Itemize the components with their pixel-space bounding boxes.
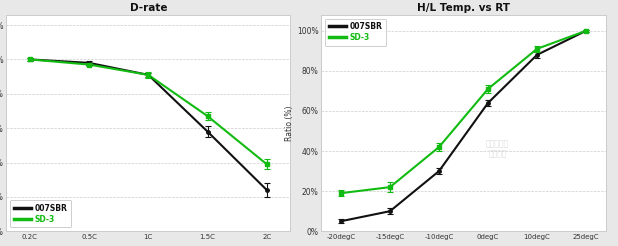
Legend: 007SBR, SD-3: 007SBR, SD-3 xyxy=(10,200,71,227)
Y-axis label: Ratio (%): Ratio (%) xyxy=(285,105,294,141)
Text: 嘉峡检测网
锂电前沿: 嘉峡检测网 锂电前沿 xyxy=(486,139,509,159)
Legend: 007SBR, SD-3: 007SBR, SD-3 xyxy=(325,19,386,46)
Title: H/L Temp. vs RT: H/L Temp. vs RT xyxy=(417,3,510,13)
Title: D-rate: D-rate xyxy=(130,3,167,13)
